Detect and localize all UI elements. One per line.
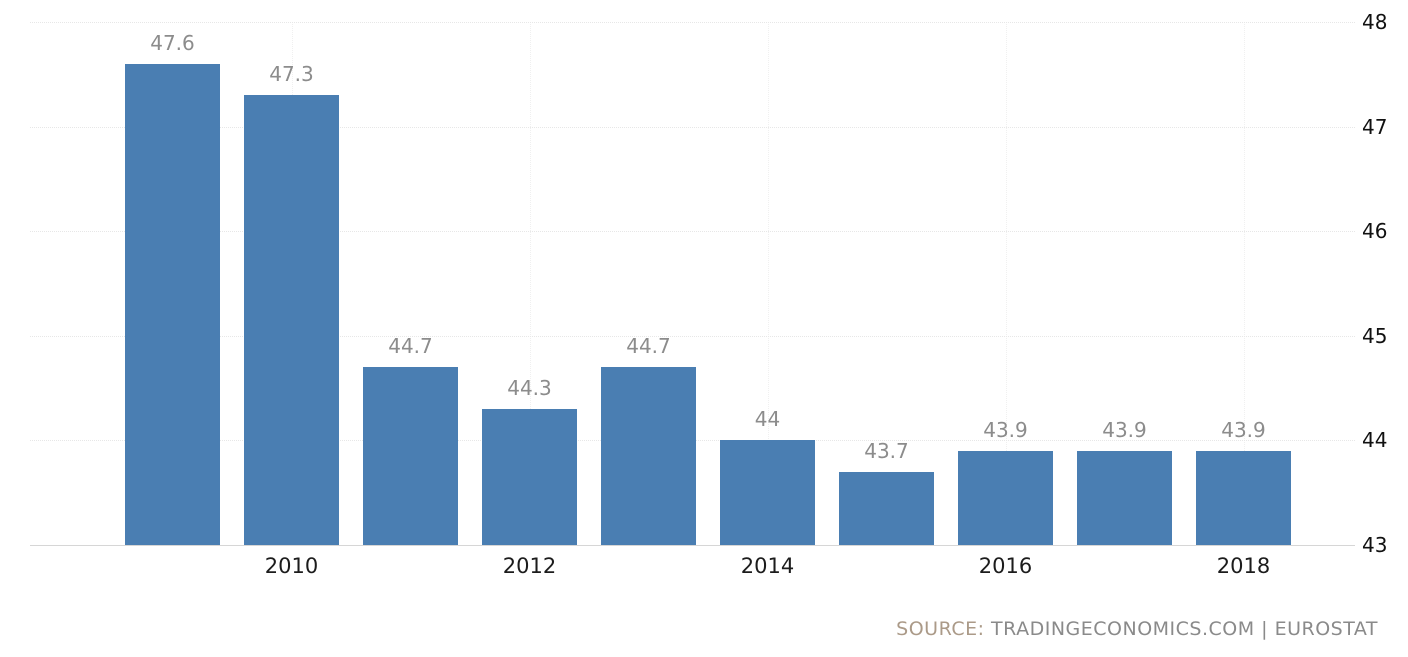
bar[interactable] [125, 63, 220, 545]
bar[interactable] [958, 450, 1053, 545]
y-axis-tick-label: 43 [1362, 533, 1388, 557]
bar-value-label: 44.3 [507, 376, 552, 401]
source-attribution: SOURCE: TRADINGECONOMICS.COM | EUROSTAT [896, 618, 1378, 640]
bar-value-label: 44.7 [388, 334, 433, 359]
horizontal-gridline [30, 126, 1355, 128]
x-axis-tick-label: 2014 [740, 554, 795, 578]
bar[interactable] [839, 471, 934, 545]
bar-value-label: 43.7 [864, 438, 909, 463]
bar[interactable] [1196, 450, 1291, 545]
bar-value-label: 44 [754, 407, 781, 432]
bar-value-label: 44.7 [626, 334, 671, 359]
x-axis-tick-label: 2018 [1216, 554, 1271, 578]
source-prefix-label: SOURCE: [896, 618, 992, 640]
bar[interactable] [363, 367, 458, 545]
bar-value-label: 47.6 [150, 30, 195, 55]
bar[interactable] [601, 367, 696, 545]
x-axis-tick-label: 2010 [264, 554, 319, 578]
y-axis-tick-label: 44 [1362, 428, 1388, 453]
horizontal-gridline [30, 231, 1355, 233]
y-axis-tick-label: 46 [1362, 219, 1388, 244]
x-axis-tick-label: 2016 [978, 554, 1033, 578]
vertical-gridline [767, 22, 769, 545]
x-axis-tick-label: 2012 [502, 554, 557, 578]
bar-value-label: 43.9 [1102, 417, 1147, 442]
bar[interactable] [1077, 450, 1172, 545]
vertical-gridline [1005, 22, 1007, 545]
horizontal-gridline [30, 22, 1355, 23]
vertical-gridline [529, 22, 531, 545]
bar[interactable] [720, 440, 815, 545]
y-axis-tick-label: 45 [1362, 323, 1388, 348]
vertical-gridline [1243, 22, 1245, 545]
bar-value-label: 47.3 [269, 62, 314, 87]
bar[interactable] [482, 409, 577, 545]
bar-value-label: 43.9 [983, 417, 1028, 442]
y-axis-tick-label: 47 [1362, 114, 1388, 139]
horizontal-gridline [30, 335, 1355, 337]
bar[interactable] [244, 95, 339, 545]
horizontal-gridline [30, 545, 1355, 546]
y-axis-tick-label: 48 [1362, 10, 1388, 34]
source-text: TRADINGECONOMICS.COM | EUROSTAT [991, 618, 1378, 640]
bar-value-label: 43.9 [1221, 417, 1266, 442]
